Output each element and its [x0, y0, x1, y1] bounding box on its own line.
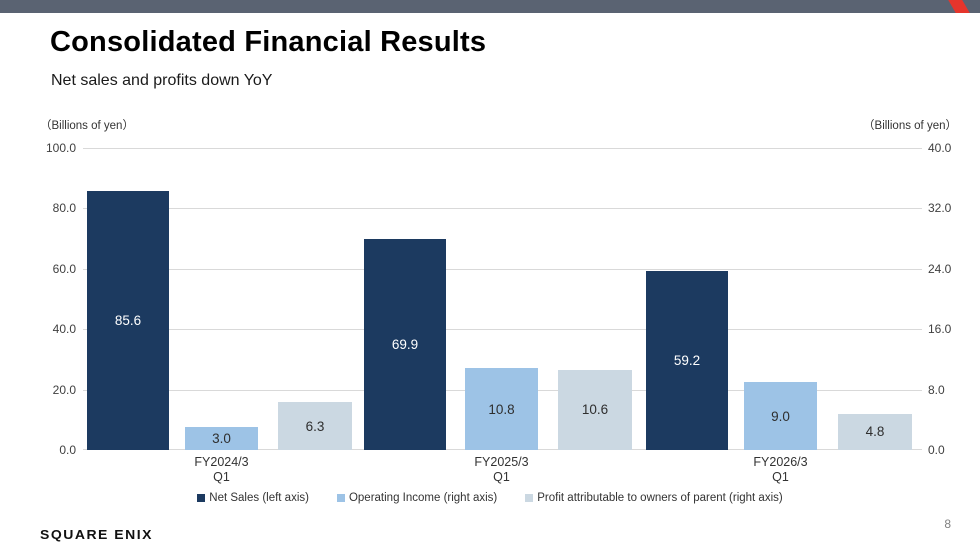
bar-value-label: 10.6 — [581, 402, 609, 418]
legend-item: Net Sales (left axis) — [197, 492, 309, 504]
bar-net-sales-left-axis: 59.2 — [646, 271, 728, 450]
bar-value-label: 59.2 — [673, 353, 701, 369]
bar-value-label: 69.9 — [391, 336, 419, 352]
bar-value-label: 9.0 — [771, 408, 790, 424]
page-number: 8 — [944, 517, 951, 531]
left-tick-label: 60.0 — [52, 261, 76, 276]
gridline — [83, 269, 922, 270]
red-accent-stripe — [948, 0, 970, 13]
gridline — [83, 329, 922, 330]
legend-label: Profit attributable to owners of parent … — [537, 492, 783, 504]
bar-net-sales-left-axis: 69.9 — [364, 238, 446, 450]
right-tick-label: 40.0 — [928, 141, 952, 155]
bar-net-sales-left-axis: 85.6 — [87, 191, 169, 450]
bar-operating-income-right-axis: 3.0 — [185, 427, 258, 450]
bar-profit-attributable-to-owners-: 6.3 — [278, 402, 352, 450]
bar-profit-attributable-to-owners-: 10.6 — [558, 369, 632, 450]
left-tick-label: 0.0 — [59, 443, 76, 457]
category-label: FY2024/3 Q1 — [194, 455, 248, 485]
left-axis-caption: （Billions of yen） — [40, 120, 134, 132]
bar-value-label: 3.0 — [212, 431, 231, 447]
bar-operating-income-right-axis: 9.0 — [744, 382, 817, 450]
category-label-line: FY2024/3 — [194, 455, 249, 469]
legend-swatch — [197, 494, 206, 502]
legend-item: Operating Income (right axis) — [336, 492, 498, 504]
left-tick-label: 40.0 — [52, 322, 76, 337]
category-label: FY2025/3 Q1 — [474, 455, 528, 485]
page-subtitle: Net sales and profits down YoY — [51, 72, 273, 89]
chart-legend: Net Sales (left axis) Operating Income (r… — [0, 492, 980, 504]
left-tick-label: 80.0 — [52, 201, 76, 216]
bar-value-label: 4.8 — [865, 424, 885, 440]
bar-value-label: 6.3 — [305, 418, 325, 434]
left-tick-label: 100.0 — [45, 141, 76, 155]
gridline — [83, 148, 922, 149]
top-accent-bar — [0, 0, 980, 13]
bar-profit-attributable-to-owners-: 4.8 — [838, 413, 912, 450]
legend-label: Operating Income (right axis) — [348, 492, 498, 504]
left-tick-label: 20.0 — [52, 382, 76, 397]
right-tick-label: 32.0 — [928, 201, 952, 216]
right-tick-label: 8.0 — [928, 382, 945, 397]
gridline — [83, 208, 922, 209]
category-label-line: FY2025/3 — [474, 455, 529, 469]
category-label-line: Q1 — [213, 470, 230, 484]
bar-value-label: 85.6 — [114, 313, 142, 329]
right-tick-label: 0.0 — [928, 443, 945, 457]
category-label: FY2026/3 Q1 — [753, 455, 807, 485]
plot-area: 85.6 69.9 59.2 3.0 10.8 9.0 6.3 10.6 4.8 — [83, 148, 922, 450]
right-tick-label: 24.0 — [928, 261, 952, 276]
legend-label: Net Sales (left axis) — [209, 492, 309, 504]
bar-operating-income-right-axis: 10.8 — [465, 368, 538, 450]
category-label-line: Q1 — [772, 470, 789, 484]
legend-item: Profit attributable to owners of parent … — [525, 492, 783, 504]
right-axis-caption: （Billions of yen） — [863, 120, 957, 132]
category-label-line: Q1 — [493, 470, 510, 484]
bar-value-label: 10.8 — [488, 401, 515, 417]
category-label-line: FY2026/3 — [753, 455, 808, 469]
legend-swatch — [525, 494, 534, 502]
page-title: Consolidated Financial Results — [50, 26, 487, 58]
legend-swatch — [336, 494, 345, 502]
right-tick-label: 16.0 — [928, 322, 952, 337]
company-logo: SQUARE ENIX — [40, 526, 153, 542]
